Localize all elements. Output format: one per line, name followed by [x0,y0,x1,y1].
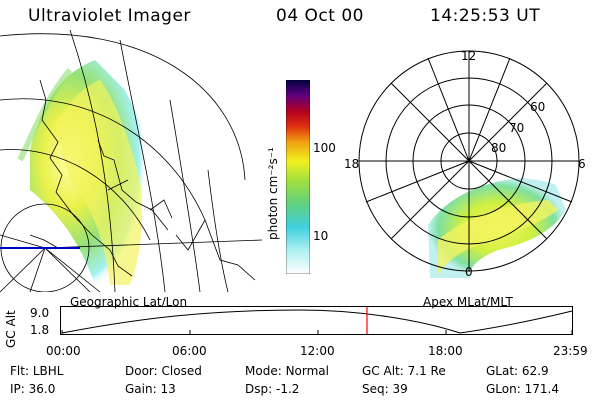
polar-label-6: 6 [578,157,586,171]
polar-label-0: 0 [465,265,473,279]
colorbar [286,80,310,274]
ip-label: IP: 36.0 [10,382,56,396]
gain-label: Gain: 13 [125,382,176,396]
gain-value: 13 [160,382,176,396]
polar-label-70: 70 [509,121,525,135]
timeline-xtick-0600: 06:00 [172,344,207,358]
date-label: 04 Oct 00 [276,6,364,26]
glat-label: GLat: 62.9 [486,364,549,378]
seq-label: Seq: 39 [362,382,408,396]
polar-label-18: 18 [344,157,360,171]
polar-plot [358,50,580,278]
mode-value: Normal [285,364,329,378]
gc-alt-value: 7.1 Re [407,364,446,378]
altitude-curve [61,309,573,334]
mode-label: Mode: Normal [245,364,329,378]
geographic-label: Geographic Lat/Lon [70,295,188,309]
colorbar-label: photon cm⁻²s⁻¹ [266,147,280,240]
seq-value: 39 [392,382,408,396]
timeline-ticks [61,330,573,334]
timeline-xtick-1800: 18:00 [428,344,463,358]
aurora-core [55,80,142,285]
time-label: 14:25:53 UT [430,6,541,26]
instrument-title: Ultraviolet Imager [28,6,191,26]
flt-value: LBHL [32,364,64,378]
dsp-label: Dsp: -1.2 [245,382,300,396]
altitude-timeline [60,306,573,335]
polar-label-60: 60 [530,100,546,114]
dsp-value: -1.2 [275,382,300,396]
timeline-ylabel: GC Alt [4,310,18,348]
colorbar-tick-10: 10 [313,229,329,243]
timeline-xtick-2359: 23:59 [553,344,588,358]
door-label: Door: Closed [125,364,202,378]
polar-label-80: 80 [491,141,507,155]
timeline-xtick-0000: 00:00 [46,344,81,358]
glon-label: GLon: 171.4 [486,382,559,396]
geographic-map [0,30,262,292]
glat-value: 62.9 [521,364,549,378]
ip-value: 36.0 [28,382,56,396]
apex-label: Apex MLat/MLT [423,295,513,309]
door-value: Closed [161,364,202,378]
gc-alt-label: GC Alt: 7.1 Re [362,364,446,378]
timeline-xtick-1200: 12:00 [300,344,335,358]
glon-value: 171.4 [524,382,559,396]
timeline-ytick-1-8: 1.8 [30,323,50,337]
colorbar-tick-100: 100 [313,141,336,155]
polar-label-12: 12 [461,49,477,63]
polar-grid [358,50,580,272]
coastline [29,79,256,281]
flt-label: Flt: LBHL [10,364,64,378]
timeline-ytick-9: 9.0 [30,306,50,320]
